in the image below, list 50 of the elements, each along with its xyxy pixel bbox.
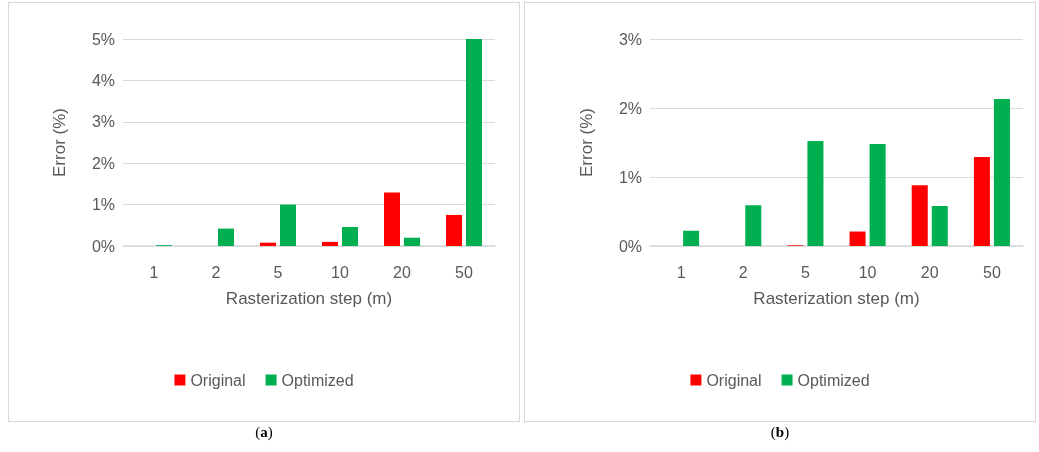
y-tick-label: 0% [618,237,642,255]
legend-label: Optimized [797,371,870,389]
legend-label: Original [706,371,762,389]
bar [849,231,866,246]
x-tick-label: 20 [393,263,411,281]
y-axis-title: Error (%) [577,108,596,177]
x-tick-label: 50 [455,263,473,281]
y-tick-label: 1% [618,168,642,186]
bar [384,192,400,246]
bar [869,143,886,246]
text: (a) [254,424,274,441]
x-axis-title: Rasterization step (m) [753,289,920,308]
text: (b) [769,424,791,441]
bar [973,156,990,246]
bar [931,205,948,246]
bar [745,205,762,246]
x-tick-label: 2 [738,263,748,281]
x-tick-label: 10 [331,263,349,281]
bar [404,237,420,246]
bar [683,230,700,246]
x-tick-label: 5 [800,263,810,281]
x-tick-label: 1 [676,263,686,281]
bar [807,141,824,246]
y-tick-label: 4% [91,71,115,89]
y-tick-label: 0% [91,237,115,255]
y-tick-label: 3% [91,113,115,131]
bar [218,228,234,246]
bar [446,214,462,246]
legend-label: Optimized [281,371,354,389]
y-axis-title: Error (%) [50,108,69,177]
x-tick-label: 5 [273,263,283,281]
bar [322,241,338,246]
x-tick-label: 2 [211,263,221,281]
bar [911,185,928,246]
bar [280,204,296,246]
bar [466,39,482,246]
bar [993,99,1010,246]
y-tick-label: 2% [618,99,642,117]
y-tick-label: 1% [91,196,115,214]
x-tick-label: 20 [920,263,939,281]
y-tick-label: 2% [91,154,115,172]
x-tick-label: 1 [149,263,159,281]
x-axis-title: Rasterization step (m) [225,289,393,308]
y-tick-label: 5% [91,30,115,48]
bar [260,242,276,246]
x-tick-label: 50 [983,263,1001,281]
x-tick-label: 10 [858,263,877,281]
legend-label: Original [190,371,246,389]
bar [342,226,358,246]
y-tick-label: 3% [618,30,642,48]
